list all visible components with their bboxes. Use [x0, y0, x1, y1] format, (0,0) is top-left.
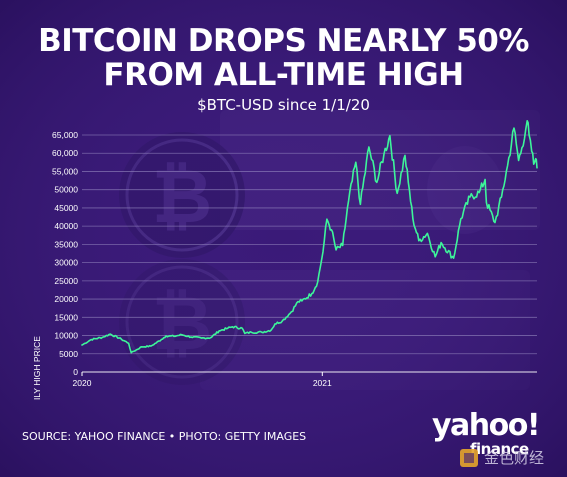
- y-tick-label: 40000: [54, 221, 78, 231]
- y-axis-label: DAILY HIGH PRICE: [32, 336, 42, 400]
- y-tick-label: 25000: [54, 276, 78, 286]
- watermark-text: 金色财经: [484, 449, 545, 467]
- y-tick-label: 60,000: [52, 148, 78, 158]
- y-tick-label: 65,000: [52, 130, 78, 140]
- y-tick-label: 0: [73, 367, 78, 377]
- y-tick-label: 35000: [54, 239, 78, 249]
- y-tick-label: 5000: [59, 349, 78, 359]
- y-tick-label: 30000: [54, 258, 78, 268]
- chart-subtitle: $BTC-USD since 1/1/20: [197, 96, 370, 114]
- btc-price-line: [81, 120, 538, 354]
- grid-lines: [82, 134, 537, 373]
- y-axis-ticks: 0 5000 10000 15000 20000 25000 30000 35000 40000…: [52, 130, 78, 377]
- chart-title-line-2: FROM ALL-TIME HIGH: [103, 57, 464, 93]
- line-chart: 0 5000 10000 15000 20000 25000 30000 35000 40000…: [32, 120, 538, 400]
- watermark-badge-icon: [460, 449, 478, 467]
- yahoo-logo: yahoo!: [432, 408, 541, 443]
- x-axis-ticks: 2020 2021: [73, 372, 332, 388]
- y-tick-label: 50000: [54, 185, 78, 195]
- y-tick-label: 15000: [54, 312, 78, 322]
- x-tick-label: 2021: [313, 378, 332, 388]
- finance-logo: finance: [470, 440, 529, 458]
- y-tick-label: 45000: [54, 203, 78, 213]
- chart-title-line-1: BITCOIN DROPS NEARLY 50%: [38, 23, 529, 59]
- x-tick-label: 2020: [73, 378, 92, 388]
- y-tick-label: 20000: [54, 294, 78, 304]
- source-credit: SOURCE: YAHOO FINANCE • PHOTO: GETTY IMA…: [22, 430, 307, 443]
- y-tick-label: 10000: [54, 331, 78, 341]
- y-tick-label: 55,000: [52, 166, 78, 176]
